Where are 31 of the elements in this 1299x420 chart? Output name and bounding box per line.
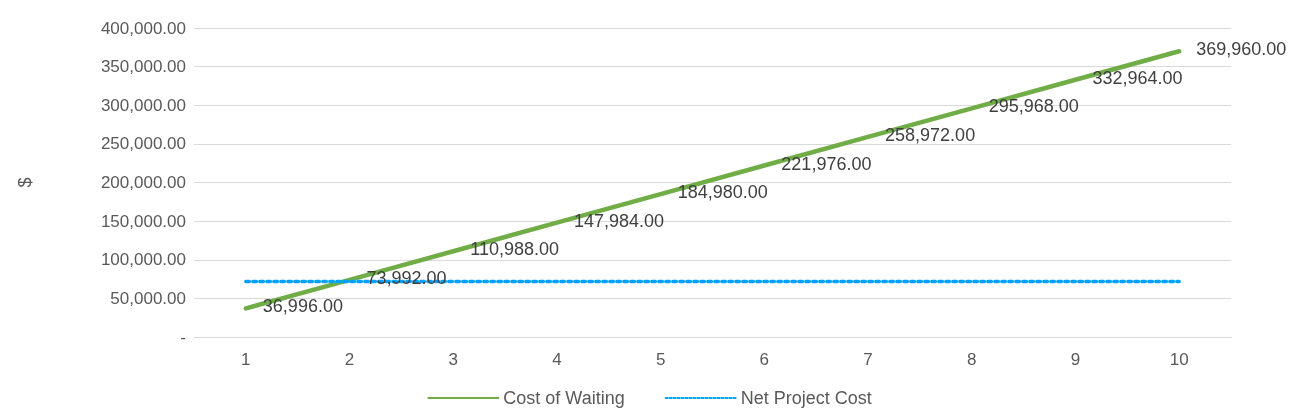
x-tick-label: 9 — [1070, 350, 1081, 369]
y-tick-label: 100,000.00 — [100, 250, 186, 270]
y-tick-label: - — [180, 327, 186, 347]
y-tick-label: 300,000.00 — [100, 95, 186, 115]
y-tick-label: 250,000.00 — [100, 134, 186, 154]
y-tick-label: 150,000.00 — [100, 211, 186, 231]
data-label: 147,984.00 — [573, 210, 665, 231]
x-tick-label: 5 — [655, 350, 666, 369]
data-label: 110,988.00 — [470, 239, 560, 260]
y-tick-label: 350,000.00 — [100, 57, 186, 77]
y-tick-label: 400,000.00 — [100, 18, 186, 38]
x-tick-label: 6 — [759, 350, 770, 369]
x-tick-label: 1 — [241, 350, 251, 369]
legend-label: Net Project Cost — [740, 388, 872, 408]
data-label: 369,960.00 — [1196, 39, 1287, 60]
x-tick-label: 10 — [1169, 350, 1189, 369]
data-label: 221,976.00 — [781, 153, 872, 174]
x-tick-label: 4 — [552, 350, 562, 369]
y-tick-label: 50,000.00 — [110, 288, 186, 308]
data-label: 36,996.00 — [262, 296, 343, 317]
x-tick-label: 3 — [448, 350, 458, 369]
x-tick-label: 7 — [863, 350, 873, 369]
data-label: 332,964.00 — [1092, 67, 1183, 88]
y-axis-title: $ — [15, 177, 35, 188]
legend-label: Cost of Waiting — [503, 388, 625, 408]
y-tick-label: 200,000.00 — [100, 173, 186, 192]
data-label: 295,968.00 — [988, 96, 1079, 117]
data-label: 258,972.00 — [885, 124, 976, 145]
x-tick-label: 8 — [967, 350, 977, 369]
data-label: 184,980.00 — [677, 182, 768, 203]
x-tick-label: 2 — [344, 350, 355, 369]
